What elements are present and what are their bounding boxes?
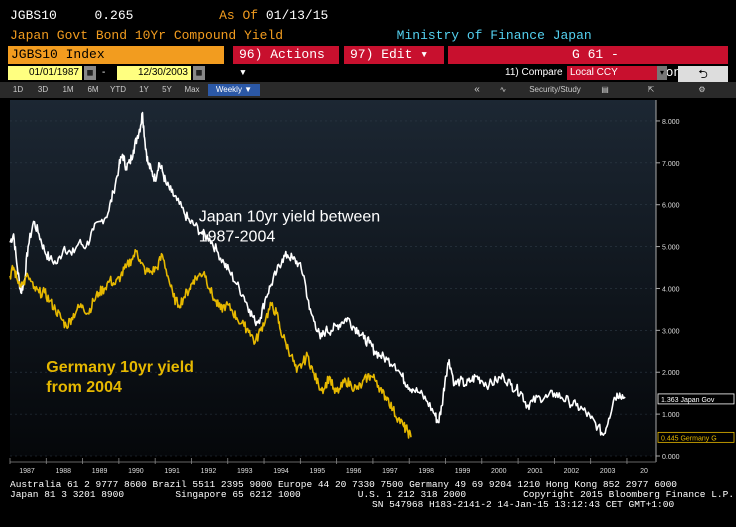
table-icon[interactable]: ▤ xyxy=(601,85,609,94)
collapse-button[interactable]: « xyxy=(474,84,480,95)
footer-contacts-line1: Australia 61 2 9777 8600 Brazil 5511 239… xyxy=(10,479,678,490)
calendar-icon[interactable]: ▦ xyxy=(193,66,205,80)
x-tick-label: 1987 xyxy=(19,468,35,475)
annotation-text: from 2004 xyxy=(46,379,122,396)
as-of-date: 01/13/15 xyxy=(265,8,329,23)
x-tick-label: 1995 xyxy=(310,468,326,475)
last-price: 0.265 xyxy=(94,8,134,23)
calendar-icon[interactable]: ▦ xyxy=(84,66,96,80)
annotation-text: 1987-2004 xyxy=(199,228,276,245)
security-study-button[interactable]: Security/Study xyxy=(529,85,581,94)
compare-label: 11) Compare xyxy=(505,67,563,78)
date-range-bar: 01/01/1987 ▦ - 12/30/2003 ▦ 11) Compare … xyxy=(0,66,736,82)
period-1d[interactable]: 1D xyxy=(12,85,24,94)
edit-menu-button[interactable]: 97) Edit ▾ xyxy=(344,46,444,64)
ticker-symbol: JGBS10 xyxy=(10,8,57,23)
annotation-text: Germany 10yr yield xyxy=(46,359,194,376)
ticker-field[interactable]: JGBS10 Index xyxy=(8,46,224,64)
period-3d[interactable]: 3D xyxy=(37,85,49,94)
y-tick-label: 4.000 xyxy=(662,286,680,293)
y-tick-label: 1.000 xyxy=(662,412,680,419)
graph-title: G 61 - Japanification xyxy=(448,46,728,80)
yield-chart: 8.000 7.000 6.000 5.000 4.000 3.000 2.000 1.000… xyxy=(9,100,735,475)
y-tick-label: 7.000 xyxy=(662,161,680,168)
x-tick-label: 2002 xyxy=(564,468,580,475)
y-tick-label: 2.000 xyxy=(662,370,680,377)
command-bar: JGBS10 Index 96) Actions ▾ 97) Edit ▾ G … xyxy=(0,46,736,80)
x-tick-label: 1993 xyxy=(237,468,253,475)
series-group xyxy=(9,111,626,439)
y-tick-label: 5.000 xyxy=(662,245,680,252)
last-value-box xyxy=(657,393,735,405)
x-tick-label: 1991 xyxy=(164,468,180,475)
x-tick-label: 1988 xyxy=(56,468,72,475)
annotation-text: Japan 10yr yield between xyxy=(199,208,380,225)
last-value-label: 1.363 Japan Gov xyxy=(661,397,715,404)
x-tick-label: 1999 xyxy=(455,468,471,475)
plot-area xyxy=(10,100,656,456)
gear-icon[interactable]: ⚙ xyxy=(698,85,706,94)
arrows-icon[interactable]: ⇱ xyxy=(647,85,655,94)
y-tick-label: 6.000 xyxy=(662,203,680,210)
x-tick-label: 1996 xyxy=(346,468,362,475)
frequency-select[interactable]: Weekly ▼ xyxy=(208,84,260,96)
x-tick-label: 2000 xyxy=(491,468,507,475)
footer: Australia 61 2 9777 8600 Brazil 5511 239… xyxy=(10,480,734,510)
germany-yield-line xyxy=(9,249,412,439)
x-tick-label: 1998 xyxy=(418,468,434,475)
y-tick-label: 0.000 xyxy=(662,454,680,461)
line-icon[interactable]: ∿ xyxy=(499,85,507,94)
x-tick-label: 1992 xyxy=(201,468,217,475)
y-tick-label: 8.000 xyxy=(662,119,680,126)
end-date-input[interactable]: 12/30/2003 xyxy=(117,66,191,80)
x-tick-label: 20 xyxy=(640,468,648,475)
period-5y[interactable]: 5Y xyxy=(162,85,172,94)
period-1m[interactable]: 1M xyxy=(62,85,74,94)
as-of-label: As Of xyxy=(219,8,259,23)
y-tick-label: 3.000 xyxy=(662,328,680,335)
annotations: Japan 10yr yield between 1987-2004 Germany… xyxy=(46,208,735,443)
y-axis: 8.000 7.000 6.000 5.000 4.000 3.000 2.000 1.000… xyxy=(655,100,680,462)
start-date-input[interactable]: 01/01/1987 xyxy=(8,66,82,80)
date-separator: - xyxy=(102,67,106,78)
period-toolbar: 1D 3D 1M 6M YTD 1Y 5Y Max Weekly ▼ « ∿ S… xyxy=(0,82,736,98)
x-tick-label: 1989 xyxy=(92,468,108,475)
security-name: Japan Govt Bond 10Yr Compound Yield xyxy=(10,28,284,43)
x-tick-label: 1990 xyxy=(128,468,144,475)
compare-value: Local CCY xyxy=(570,67,618,78)
x-tick-label: 1997 xyxy=(382,468,398,475)
compare-select[interactable]: Local CCY ▾ xyxy=(567,66,667,80)
last-value-box xyxy=(657,431,735,443)
period-6m[interactable]: 6M xyxy=(87,85,99,94)
x-tick-label: 2001 xyxy=(527,468,543,475)
footer-session-line: SN 547968 H183-2141-2 14-Jan-15 13:12:43… xyxy=(372,499,675,510)
period-ytd[interactable]: YTD xyxy=(110,85,126,94)
data-source: Ministry of Finance Japan xyxy=(396,28,592,43)
period-max[interactable]: Max xyxy=(184,85,200,94)
actions-menu-button[interactable]: 96) Actions ▾ xyxy=(233,46,339,80)
japan-yield-line xyxy=(9,111,626,436)
x-axis: 1987 1988 1989 1990 1991 1992 1993 1994 1995 1996… xyxy=(9,458,656,475)
header-row: JGBS10 0.265 As Of 01/13/15 xyxy=(10,8,328,23)
x-tick-label: 1994 xyxy=(273,468,289,475)
period-1y[interactable]: 1Y xyxy=(139,85,149,94)
footer-contacts-line2: Japan 81 3 3201 8900 Singapore 65 6212 1… xyxy=(10,489,735,500)
chevron-down-icon: ▾ xyxy=(657,66,667,80)
security-row: Japan Govt Bond 10Yr Compound Yield Mini… xyxy=(10,28,592,43)
last-value-label: 0.445 Germany G xyxy=(661,435,717,442)
x-tick-label: 2003 xyxy=(600,468,616,475)
return-arrow-icon[interactable]: ⮌ xyxy=(678,66,728,82)
